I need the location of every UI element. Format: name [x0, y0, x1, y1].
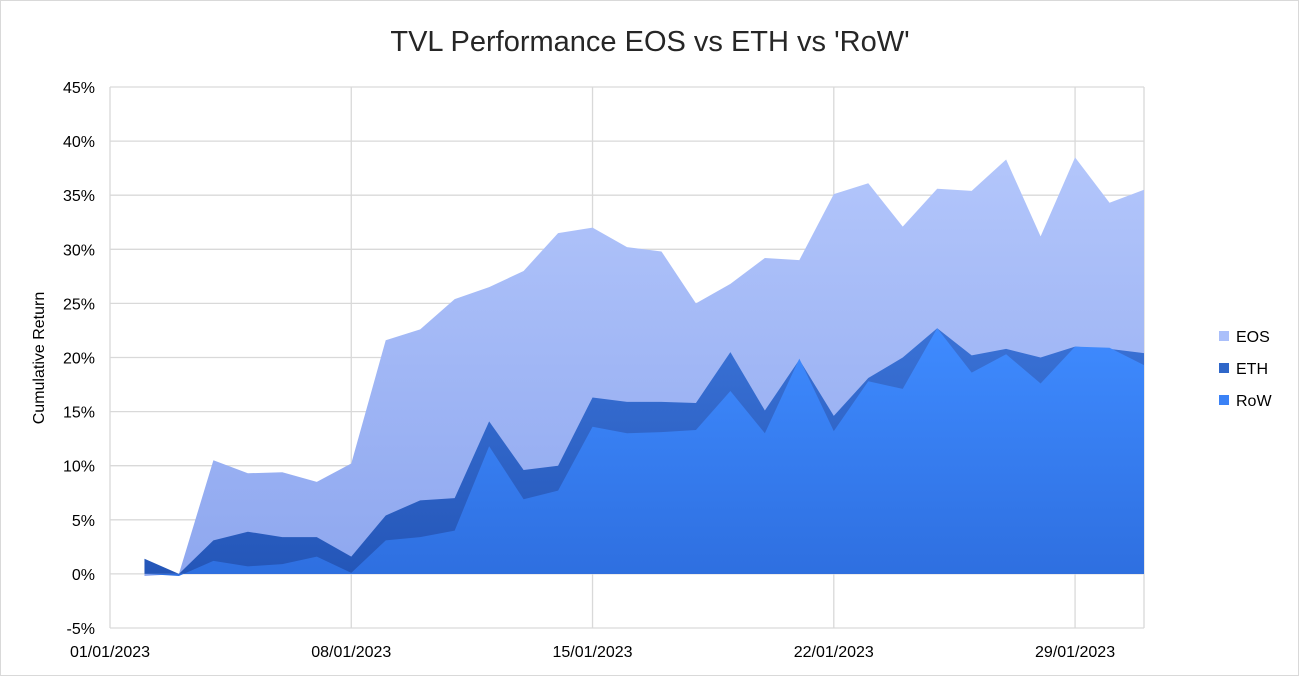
x-tick-label: 29/01/2023	[1035, 644, 1115, 661]
y-tick-label: 5%	[72, 513, 95, 530]
legend-item-eos: EOS	[1219, 329, 1270, 346]
series-areas	[144, 157, 1145, 577]
x-tick-label: 22/01/2023	[794, 644, 874, 661]
legend-item-eth: ETH	[1219, 361, 1268, 378]
y-tick-label: 30%	[63, 242, 95, 259]
y-tick-label: 35%	[63, 188, 95, 205]
y-tick-label: 20%	[63, 351, 95, 368]
y-tick-label: 45%	[63, 80, 95, 97]
y-tick-label: -5%	[67, 621, 95, 638]
y-axis-label: Cumulative Return	[31, 292, 48, 425]
y-tick-label: 10%	[63, 459, 95, 476]
legend: EOS ETH RoW	[1219, 329, 1272, 410]
series-area-row	[144, 328, 1145, 577]
legend-label: RoW	[1236, 393, 1272, 410]
y-axis-ticks: -5% 0% 5% 10% 15% 20% 25% 30% 35% 40% 45%	[63, 80, 95, 638]
x-tick-label: 01/01/2023	[70, 644, 150, 661]
x-axis-ticks: 01/01/2023 08/01/2023 15/01/2023 22/01/2023…	[70, 644, 1115, 661]
legend-swatch	[1219, 331, 1229, 341]
legend-label: EOS	[1236, 329, 1270, 346]
x-tick-label: 15/01/2023	[552, 644, 632, 661]
y-tick-label: 15%	[63, 405, 95, 422]
legend-swatch	[1219, 395, 1229, 405]
x-tick-label: 08/01/2023	[311, 644, 391, 661]
y-tick-label: 0%	[72, 567, 95, 584]
legend-swatch	[1219, 363, 1229, 373]
y-tick-label: 40%	[63, 134, 95, 151]
chart-title: TVL Performance EOS vs ETH vs 'RoW'	[390, 26, 909, 58]
legend-label: ETH	[1236, 361, 1268, 378]
y-tick-label: 25%	[63, 296, 95, 313]
legend-item-row: RoW	[1219, 393, 1272, 410]
